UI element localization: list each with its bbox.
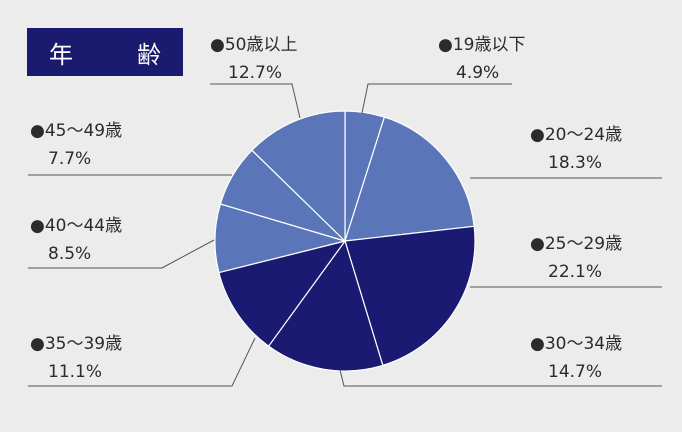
slice-label: ●25～29歳	[530, 234, 622, 254]
pie-slice	[218, 240, 347, 348]
slice-label: ●20～24歳	[530, 125, 622, 145]
slice-value: 4.9%	[456, 63, 499, 83]
slice-value: 22.1%	[548, 262, 602, 282]
slice-value: 8.5%	[48, 244, 91, 264]
slice-label: ●35～39歳	[30, 334, 122, 354]
slice-label: ●30～34歳	[530, 334, 622, 354]
slice-value: 14.7%	[548, 362, 602, 382]
slice-label: ●50歳以上	[210, 35, 297, 55]
leader-line	[210, 83, 301, 119]
slice-label: ●40～44歳	[30, 216, 122, 236]
leader-line	[361, 83, 512, 114]
leader-line	[28, 239, 215, 269]
slice-value: 7.7%	[48, 149, 91, 169]
leader-line	[28, 337, 256, 387]
pie-slice	[251, 110, 346, 243]
slice-label: ●19歳以下	[438, 35, 525, 55]
pie-slice	[267, 239, 384, 372]
pie-slice	[344, 116, 475, 242]
slice-value: 12.7%	[228, 63, 282, 83]
leader-line	[339, 369, 662, 387]
slice-label: ●45～49歳	[30, 121, 122, 141]
slice-value: 11.1%	[48, 362, 102, 382]
pie-slice	[344, 225, 476, 367]
chart-title: 年 齢	[27, 28, 183, 76]
slice-value: 18.3%	[548, 153, 602, 173]
